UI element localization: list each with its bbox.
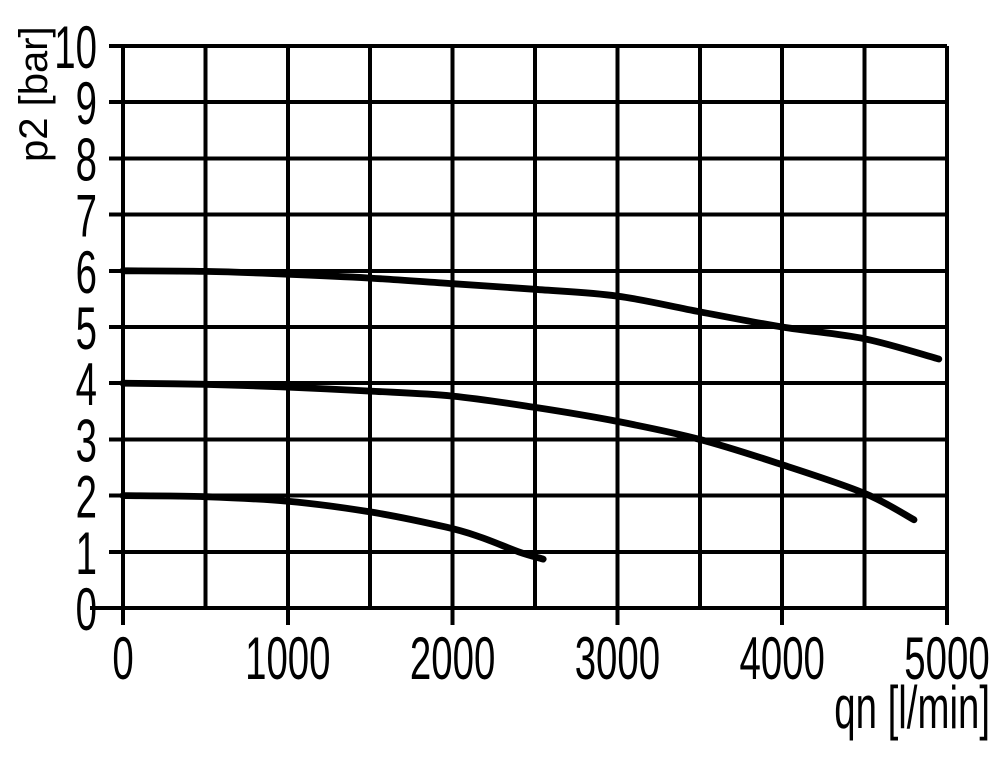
curve-6bar	[119, 267, 943, 363]
x-tick-label: 5000	[904, 624, 989, 692]
y-tick-label: 8	[76, 126, 97, 194]
y-tick-label: 1	[76, 519, 97, 587]
y-axis-label: p2 [bar]	[12, 26, 56, 162]
curve-2bar	[119, 492, 547, 563]
y-tick-label: 9	[76, 69, 97, 137]
curve-4bar	[119, 379, 918, 524]
y-tick-label: 5	[76, 294, 97, 362]
y-tick-label: 0	[76, 575, 97, 643]
y-tick-label: 7	[76, 182, 97, 250]
y-tick-label: 6	[76, 238, 97, 306]
y-tick-label: 10	[54, 13, 97, 81]
y-tick-label: 4	[76, 350, 97, 418]
x-tick-label: 4000	[739, 624, 824, 692]
pressure-curves	[119, 267, 943, 563]
y-tick-label: 2	[76, 463, 97, 531]
y-tick-label: 3	[76, 407, 97, 475]
x-tick-label: 0	[112, 624, 133, 692]
x-axis-label: qn [l/min]	[834, 673, 990, 741]
x-tick-label: 3000	[575, 624, 660, 692]
x-tick-label: 2000	[410, 624, 495, 692]
grid-lines	[90, 44, 949, 625]
x-tick-label: 1000	[245, 624, 330, 692]
